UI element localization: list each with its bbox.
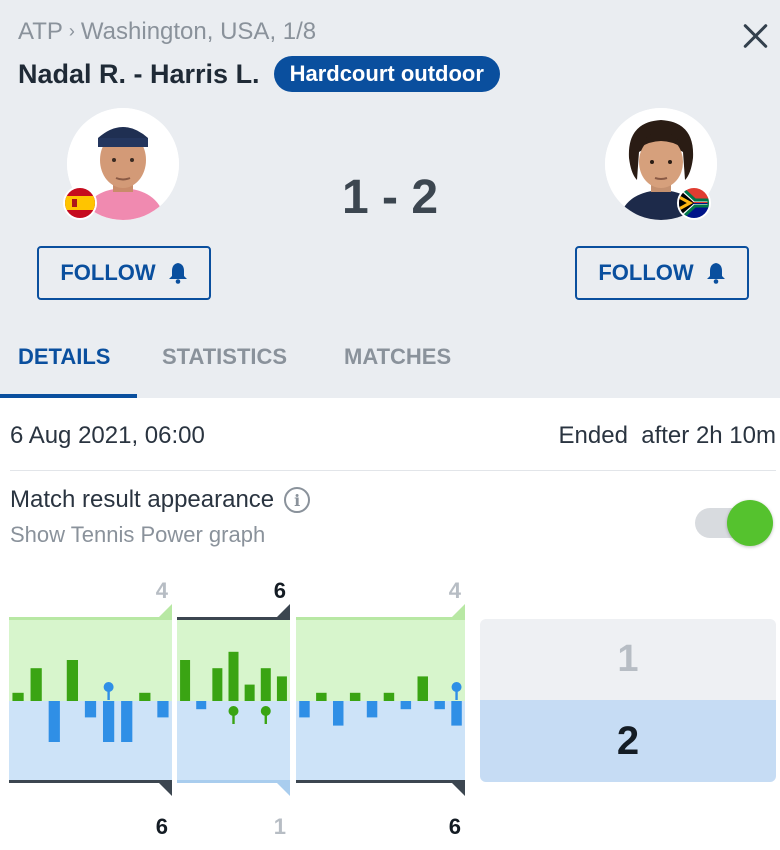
set-1-away-games: 6 xyxy=(156,814,168,839)
match-title-row: Nadal R. - Harris L. Hardcourt outdoor xyxy=(18,56,500,92)
set-3-game-bar xyxy=(333,701,344,726)
break-point-icon xyxy=(451,682,462,700)
set-2-away-games: 1 xyxy=(274,814,286,839)
tab-details[interactable]: DETAILS xyxy=(18,344,111,369)
set-2-game-bar xyxy=(260,668,271,701)
follow-home-label: FOLLOW xyxy=(60,260,156,285)
bell-icon xyxy=(168,263,187,284)
set-3-game-bar xyxy=(434,701,445,710)
set-3-home-tab xyxy=(449,604,465,620)
active-tab-indicator xyxy=(0,394,137,398)
sets-won-box: 1 2 xyxy=(480,619,776,782)
set-3-game-bar xyxy=(316,692,327,701)
set-3-away-area xyxy=(296,701,465,780)
break-point-icon xyxy=(260,706,271,724)
breadcrumb-event[interactable]: Washington, USA, 1/8 xyxy=(80,18,317,45)
match-status: Ended after 2h 10m xyxy=(558,422,776,449)
chevron-right-icon: › xyxy=(68,21,75,41)
set-2-away-tab xyxy=(274,780,290,796)
follow-home-button[interactable]: FOLLOW xyxy=(37,246,211,300)
set-1-game-bar xyxy=(121,701,133,742)
appearance-title-text: Match result appearance xyxy=(10,486,275,513)
match-header: ATP › Washington, USA, 1/8 Nadal R. - Harr… xyxy=(0,0,780,398)
break-point-icon xyxy=(103,682,114,700)
set-1-game-bar xyxy=(157,701,169,718)
set-2-game-bar xyxy=(228,651,239,701)
set-1-game-bar xyxy=(66,660,79,701)
follow-away-label: FOLLOW xyxy=(598,260,694,285)
set-3-game-bar xyxy=(366,701,378,718)
set-1-game-bar xyxy=(12,692,24,701)
set-3-game-bar xyxy=(383,692,395,701)
set-3-game-bar xyxy=(417,676,428,701)
spain-flag-icon xyxy=(63,186,97,220)
set-2-game-bar xyxy=(276,676,287,701)
set-2-loser-line xyxy=(177,780,290,783)
tab-bar: DETAILS STATISTICS MATCHES xyxy=(0,334,780,398)
set-2-game-bar xyxy=(212,668,223,701)
away-sets-won: 2 xyxy=(480,700,776,782)
set-1-game-bar xyxy=(48,701,60,742)
south-africa-flag-icon xyxy=(677,186,711,220)
tennis-power-graph: 4 6 6 1 4 6 xyxy=(9,578,465,839)
match-datetime: 6 Aug 2021, 06:00 xyxy=(10,422,205,449)
tennis-power-toggle[interactable] xyxy=(695,500,775,546)
set-3-game-bar xyxy=(451,701,462,726)
set-2-game-bar xyxy=(180,660,191,701)
set-2-game-bar xyxy=(244,684,255,701)
break-point-icon xyxy=(228,706,239,724)
set-1-home-tab xyxy=(156,604,172,620)
set-2-home-tab xyxy=(274,604,290,620)
set-1-game-bar xyxy=(102,701,115,742)
set-2-game-bar xyxy=(196,701,207,710)
set-3-game-bar xyxy=(349,692,361,701)
set-1-game-bar xyxy=(139,692,151,701)
set-3-game-bar xyxy=(400,701,412,710)
breadcrumb[interactable]: ATP › Washington, USA, 1/8 xyxy=(18,18,316,46)
info-icon[interactable]: i xyxy=(284,487,311,513)
close-icon[interactable] xyxy=(742,22,770,50)
set-3-away-tab xyxy=(449,780,465,796)
away-player-photo xyxy=(605,108,717,220)
match-score: 1 - 2 xyxy=(341,171,439,224)
set-1-game-bar xyxy=(30,668,42,701)
set-3-home-area xyxy=(296,620,465,701)
appearance-section-title: Match result appearance i xyxy=(10,486,311,514)
home-player-avatar[interactable] xyxy=(67,108,179,220)
set-3-away-games: 6 xyxy=(449,814,461,839)
tab-matches[interactable]: MATCHES xyxy=(344,344,452,369)
toggle-knob xyxy=(727,500,773,546)
breadcrumb-tour[interactable]: ATP xyxy=(18,18,63,45)
set-1-away-tab xyxy=(156,780,172,796)
follow-away-button[interactable]: FOLLOW xyxy=(575,246,749,300)
bell-icon xyxy=(706,263,725,284)
set-3-winner-line xyxy=(296,780,465,783)
set-1-game-bar xyxy=(84,701,97,718)
set-3-home-games: 4 xyxy=(449,578,462,603)
set-1-home-games: 4 xyxy=(156,578,169,603)
set-2-winner-line xyxy=(177,617,290,620)
home-sets-won: 1 xyxy=(480,619,776,700)
away-player-avatar[interactable] xyxy=(605,108,717,220)
set-1-winner-line xyxy=(9,780,172,783)
set-3-loser-line xyxy=(296,617,465,620)
divider xyxy=(10,470,776,471)
appearance-subtitle: Show Tennis Power graph xyxy=(10,522,266,547)
set-1-loser-line xyxy=(9,617,172,620)
surface-badge: Hardcourt outdoor xyxy=(273,56,500,92)
match-title: Nadal R. - Harris L. xyxy=(18,58,260,89)
set-2-home-games: 6 xyxy=(274,578,286,603)
set-3-game-bar xyxy=(299,701,310,718)
match-info-row: 6 Aug 2021, 06:00 Ended after 2h 10m xyxy=(10,418,776,454)
tab-statistics[interactable]: STATISTICS xyxy=(162,344,288,369)
